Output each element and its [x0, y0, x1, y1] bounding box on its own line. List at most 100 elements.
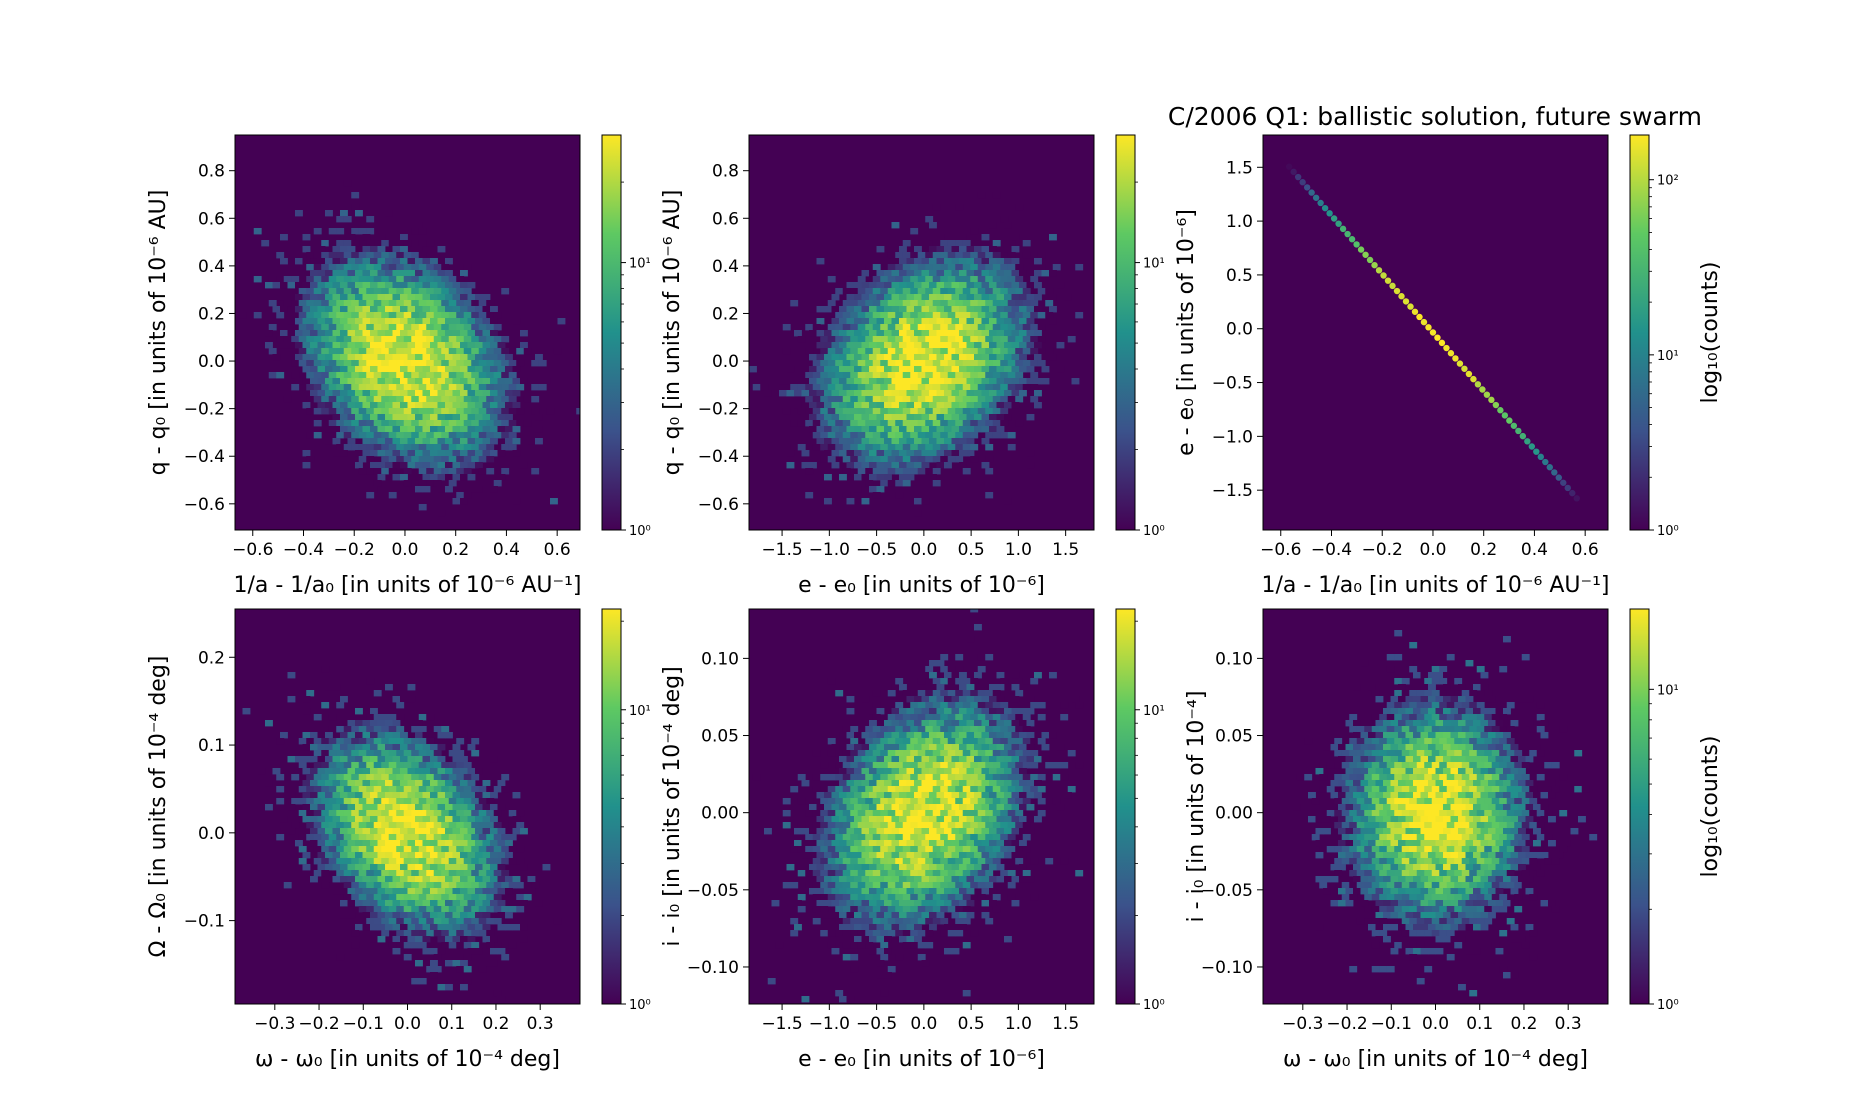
hexbin-cell — [929, 222, 937, 229]
hexbin-cell — [302, 804, 311, 811]
hexbin-cell — [1037, 738, 1046, 745]
hexbin-cell — [850, 348, 859, 355]
hexbin-cell — [501, 786, 510, 793]
hexbin-cell — [884, 828, 892, 835]
hexbin-cell — [1022, 312, 1031, 319]
hexbin-cell — [328, 774, 337, 781]
hexbin-cell — [272, 306, 281, 313]
hexbin-cell — [846, 732, 855, 739]
hexbin-cell — [1413, 744, 1421, 751]
hexbin-cell — [1519, 432, 1527, 440]
hexbin-cell — [441, 444, 450, 451]
axes-frame — [1262, 134, 1609, 531]
hexbin-cell — [1000, 360, 1009, 367]
hexbin-cell — [921, 960, 930, 967]
hexbin-cell — [385, 900, 393, 907]
hexbin-cell — [962, 690, 971, 697]
hexbin-cell — [463, 492, 472, 499]
hexbin-cell — [268, 300, 277, 307]
hexbin-cell — [1409, 750, 1418, 757]
hexbin-cell — [854, 828, 862, 835]
hexbin-cell — [306, 360, 315, 367]
hexbin-cell — [1484, 762, 1493, 769]
hexbin-cell — [437, 330, 446, 337]
hexbin-cell — [460, 474, 468, 481]
hexbin-cell — [535, 438, 543, 445]
hexbin-cell — [1497, 407, 1504, 414]
hexbin-cell — [880, 738, 889, 745]
hexbin-cell — [1037, 312, 1046, 319]
hexbin-cell — [418, 978, 427, 985]
hexbin-cell — [1503, 720, 1511, 727]
hexbin-cell — [343, 348, 352, 355]
hexbin-cell — [929, 696, 937, 703]
hexbin-cell — [914, 732, 922, 739]
hexbin-cell — [902, 810, 911, 817]
hexbin-cell — [899, 888, 907, 895]
hexbin-cell — [955, 348, 964, 355]
hexbin-cell — [962, 774, 971, 781]
x-tick-label: 0.4 — [493, 540, 520, 560]
hexbin-cell — [992, 714, 1001, 721]
hexbin-cell — [467, 342, 476, 349]
hexbin-cell — [426, 762, 435, 769]
hexbin-cell — [343, 312, 352, 319]
hexbin-cell — [388, 894, 397, 901]
hexbin-cell — [287, 342, 296, 349]
hexbin-cell — [899, 876, 907, 883]
hexbin-cell — [332, 342, 341, 349]
hexbin-cell — [921, 342, 930, 349]
hexbin-cell — [899, 294, 907, 301]
hexbin-cell — [872, 858, 881, 865]
hexbin-cell — [850, 822, 859, 829]
hexbin-cell — [805, 870, 814, 877]
hexbin-cell — [891, 864, 900, 871]
hexbin-cell — [373, 774, 382, 781]
hexbin-cell — [1413, 732, 1421, 739]
panel-4: −0.3 −0.2 −0.1 0.0 0.1 0.2 0.3−0.10.00.10.2ω -… — [146, 608, 651, 1072]
hexbin-cell — [899, 330, 907, 337]
hexbin-cell — [460, 876, 468, 883]
hexbin-cell — [925, 276, 934, 283]
hexbin-cell — [1499, 750, 1508, 757]
hexbin-cell — [362, 852, 371, 859]
hexbin-cells — [1293, 630, 1598, 997]
hexbin-cell — [797, 774, 806, 781]
hexbin-cell — [970, 846, 979, 853]
hexbin-cell — [947, 456, 956, 463]
hexbin-cell — [1439, 726, 1448, 733]
hexbin-cell — [343, 384, 352, 391]
hexbin-cell — [959, 924, 967, 931]
hexbin-cell — [835, 384, 844, 391]
hexbin-cell — [347, 852, 356, 859]
hexbin-cell — [887, 276, 896, 283]
hexbin-cell — [985, 264, 994, 271]
hexbin-cell — [508, 372, 517, 379]
hexbin-cell — [422, 876, 431, 883]
hexbin-cell — [835, 690, 844, 697]
hexbin-cell — [959, 294, 967, 301]
hexbin-cell — [989, 852, 997, 859]
hexbin-cell — [827, 444, 836, 451]
hexbin-cell — [1476, 714, 1485, 721]
hexbin-cell — [336, 834, 345, 841]
hexbin-cell — [1476, 702, 1485, 709]
hexbin-cell — [884, 450, 892, 457]
hexbin-cell — [1510, 720, 1519, 727]
hexbin-cell — [1026, 792, 1035, 799]
hexbin-cell — [385, 378, 393, 385]
hexbin-cell — [358, 468, 367, 475]
y-tick-label: −0.6 — [698, 495, 739, 515]
hexbin-cell — [827, 858, 836, 865]
hexbin-cell — [325, 438, 333, 445]
hexbin-cell — [302, 816, 311, 823]
hexbin-cell — [295, 330, 303, 337]
hexbin-cell — [902, 798, 911, 805]
hexbin-cell — [381, 396, 390, 403]
hexbin-cell — [362, 828, 371, 835]
hexbin-cell — [486, 786, 495, 793]
hexbin-cell — [426, 468, 435, 475]
hexbin-cell — [437, 900, 446, 907]
hexbin-cell — [343, 264, 352, 271]
hexbin-cell — [989, 246, 997, 253]
